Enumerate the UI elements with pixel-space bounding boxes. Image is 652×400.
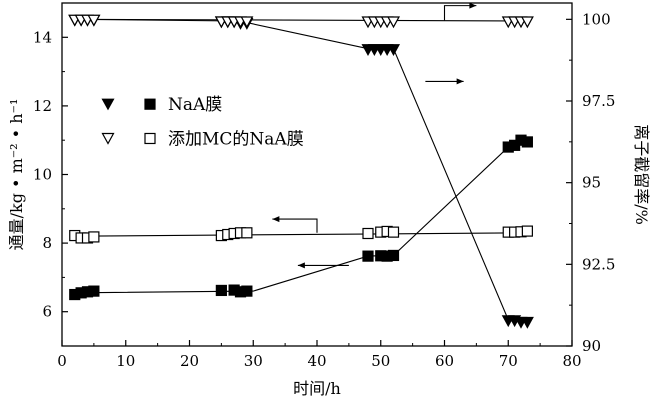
legend-label: NaA膜: [168, 95, 222, 115]
axis-pointer-arrows: [272, 2, 477, 269]
plot-border: [61, 2, 573, 347]
open-square-marker: [362, 227, 374, 240]
x-tick-label: 40: [307, 352, 326, 370]
left-y-tick-label: 10: [33, 166, 52, 184]
x-tick-label: 30: [244, 352, 263, 370]
filled-triangle-down-marker: [520, 316, 534, 329]
arrow-mc-rejection-head: [469, 2, 477, 9]
left-y-tick-label: 12: [33, 97, 52, 115]
filled-square-marker: [215, 284, 227, 297]
arrow-mc-flux-head: [272, 216, 280, 223]
right-y-tick-label: 97.5: [582, 92, 615, 110]
series-markers: [68, 14, 534, 329]
series-line-2: [74, 232, 528, 237]
series-line-0: [74, 139, 522, 294]
left-y-axis-title: 通量/kg • m⁻² • h⁻¹: [7, 99, 26, 251]
x-tick-label: 10: [116, 352, 135, 370]
arrow-naa-flux-head: [297, 262, 305, 269]
x-tick-label: 60: [435, 352, 454, 370]
series-line-3: [74, 18, 528, 22]
right-y-axis-ticks: 90 92.5 95 97.5 100: [566, 10, 615, 355]
open-square-marker: [387, 226, 400, 238]
right-y-tick-label: 100: [582, 10, 611, 28]
arrow-naa-rejection-head: [456, 78, 464, 85]
left-y-tick-label: 14: [33, 28, 52, 46]
left-y-axis-ticks: 6 8 10 12 14: [33, 28, 68, 347]
open-square-marker: [241, 227, 253, 239]
arrow-mc-rejection-line: [443, 5, 477, 21]
open-triangle-down-marker: [87, 14, 101, 27]
x-axis-title: 时间/h: [293, 379, 341, 398]
open-triangle-down-marker: [520, 16, 534, 29]
left-y-tick-label: 8: [42, 234, 52, 252]
plot-frame: [61, 2, 573, 347]
open-square-marker: [88, 231, 100, 243]
right-y-tick-label: 92.5: [582, 255, 615, 273]
x-tick-label: 50: [371, 352, 390, 370]
right-y-tick-label: 90: [582, 337, 601, 355]
x-axis-ticks: 0 10 20 30 40 50 60 70 80: [57, 340, 582, 370]
x-tick-label: 0: [57, 352, 67, 370]
x-tick-label: 80: [562, 352, 581, 370]
right-y-axis-title: 离子截留率/%: [632, 124, 651, 225]
filled-triangle-down-marker: [101, 98, 115, 111]
left-y-tick-label: 6: [42, 303, 52, 321]
arrow-mc-flux-line: [272, 218, 318, 233]
filled-square-marker: [144, 98, 156, 110]
legend-label: 添加MC的NaA膜: [168, 129, 304, 149]
open-square-marker: [144, 132, 156, 145]
x-tick-label: 20: [180, 352, 199, 370]
filled-square-marker: [241, 285, 253, 297]
right-y-tick-label: 95: [582, 174, 601, 192]
open-triangle-down-marker: [101, 132, 115, 145]
filled-square-marker: [362, 250, 374, 262]
x-tick-label: 70: [499, 352, 518, 370]
filled-square-marker: [387, 249, 400, 262]
series-lines: [74, 18, 528, 323]
filled-triangle-down-marker: [386, 44, 401, 56]
filled-square-marker: [521, 136, 533, 148]
open-triangle-down-marker: [240, 16, 254, 29]
filled-square-marker: [88, 285, 100, 297]
open-triangle-down-marker: [386, 16, 401, 29]
open-square-marker: [521, 225, 533, 237]
